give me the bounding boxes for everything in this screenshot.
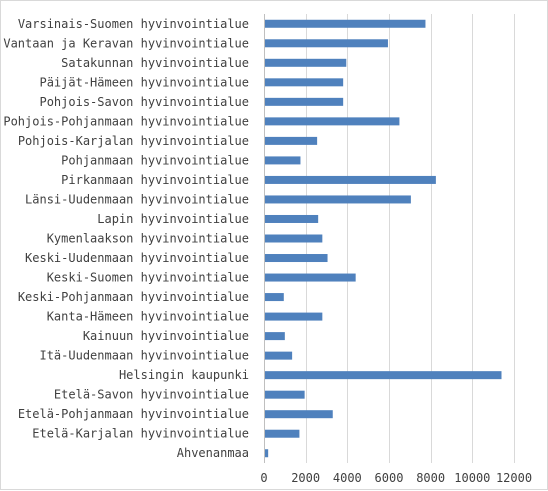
x-tick-label: 10000 (454, 471, 490, 485)
category-label: Itä-Uudenmaan hyvinvointialue (39, 349, 249, 363)
category-label: Kainuun hyvinvointialue (83, 329, 249, 343)
category-label: Kanta-Hämeen hyvinvointialue (47, 310, 249, 324)
category-label: Pirkanmaan hyvinvointialue (61, 173, 249, 187)
category-label: Etelä-Pohjanmaan hyvinvointialue (18, 407, 249, 421)
bar (265, 254, 328, 263)
bar (265, 273, 356, 282)
category-label: Pohjois-Pohjanmaan hyvinvointialue (3, 114, 249, 128)
category-label: Varsinais-Suomen hyvinvointialue (18, 17, 249, 31)
bar (265, 351, 293, 360)
category-label: Keski-Suomen hyvinvointialue (47, 271, 249, 285)
bar (265, 195, 411, 204)
bar (265, 78, 344, 87)
bar (265, 234, 323, 243)
bar (265, 214, 319, 223)
category-label: Keski-Uudenmaan hyvinvointialue (25, 251, 249, 265)
x-tick-label: 0 (260, 471, 267, 485)
category-labels: Varsinais-Suomen hyvinvointialue Vantaan … (3, 17, 249, 460)
category-label: Päijät-Hämeen hyvinvointialue (39, 75, 249, 89)
bar (265, 293, 284, 302)
bar (265, 332, 285, 341)
x-tick-labels: 0 2000 4000 6000 8000 10000 12000 (260, 471, 532, 485)
x-tick-label: 2000 (291, 471, 320, 485)
bar (265, 97, 344, 106)
bar (265, 449, 269, 458)
bar (265, 136, 318, 145)
bar (265, 312, 323, 321)
category-label: Kymenlaakson hyvinvointialue (47, 232, 249, 246)
gridlines (306, 14, 515, 463)
category-label: Vantaan ja Keravan hyvinvointialue (3, 36, 249, 50)
bar (265, 19, 426, 28)
category-label: Pohjois-Karjalan hyvinvointialue (18, 134, 249, 148)
x-tick-label: 12000 (496, 471, 532, 485)
bar (265, 390, 305, 399)
category-label: Pohjois-Savon hyvinvointialue (39, 95, 249, 109)
category-label: Keski-Pohjanmaan hyvinvointialue (18, 290, 249, 304)
category-label: Länsi-Uudenmaan hyvinvointialue (25, 192, 249, 206)
x-tick-label: 6000 (375, 471, 404, 485)
x-tick-label: 8000 (416, 471, 445, 485)
bar (265, 175, 436, 184)
category-label: Helsingin kaupunki (119, 368, 249, 382)
bars (265, 19, 502, 458)
bar (265, 58, 347, 67)
category-label: Etelä-Karjalan hyvinvointialue (32, 427, 249, 441)
bar (265, 156, 301, 165)
bar (265, 39, 388, 48)
category-label: Ahvenanmaa (177, 446, 249, 460)
category-label: Lapin hyvinvointialue (97, 212, 249, 226)
bar (265, 429, 300, 438)
bar (265, 117, 400, 126)
category-label: Etelä-Savon hyvinvointialue (54, 388, 249, 402)
bar (265, 410, 333, 419)
x-tick-label: 4000 (333, 471, 362, 485)
category-label: Pohjanmaan hyvinvointialue (61, 153, 249, 167)
category-label: Satakunnan hyvinvointialue (61, 56, 249, 70)
bar (265, 371, 502, 380)
